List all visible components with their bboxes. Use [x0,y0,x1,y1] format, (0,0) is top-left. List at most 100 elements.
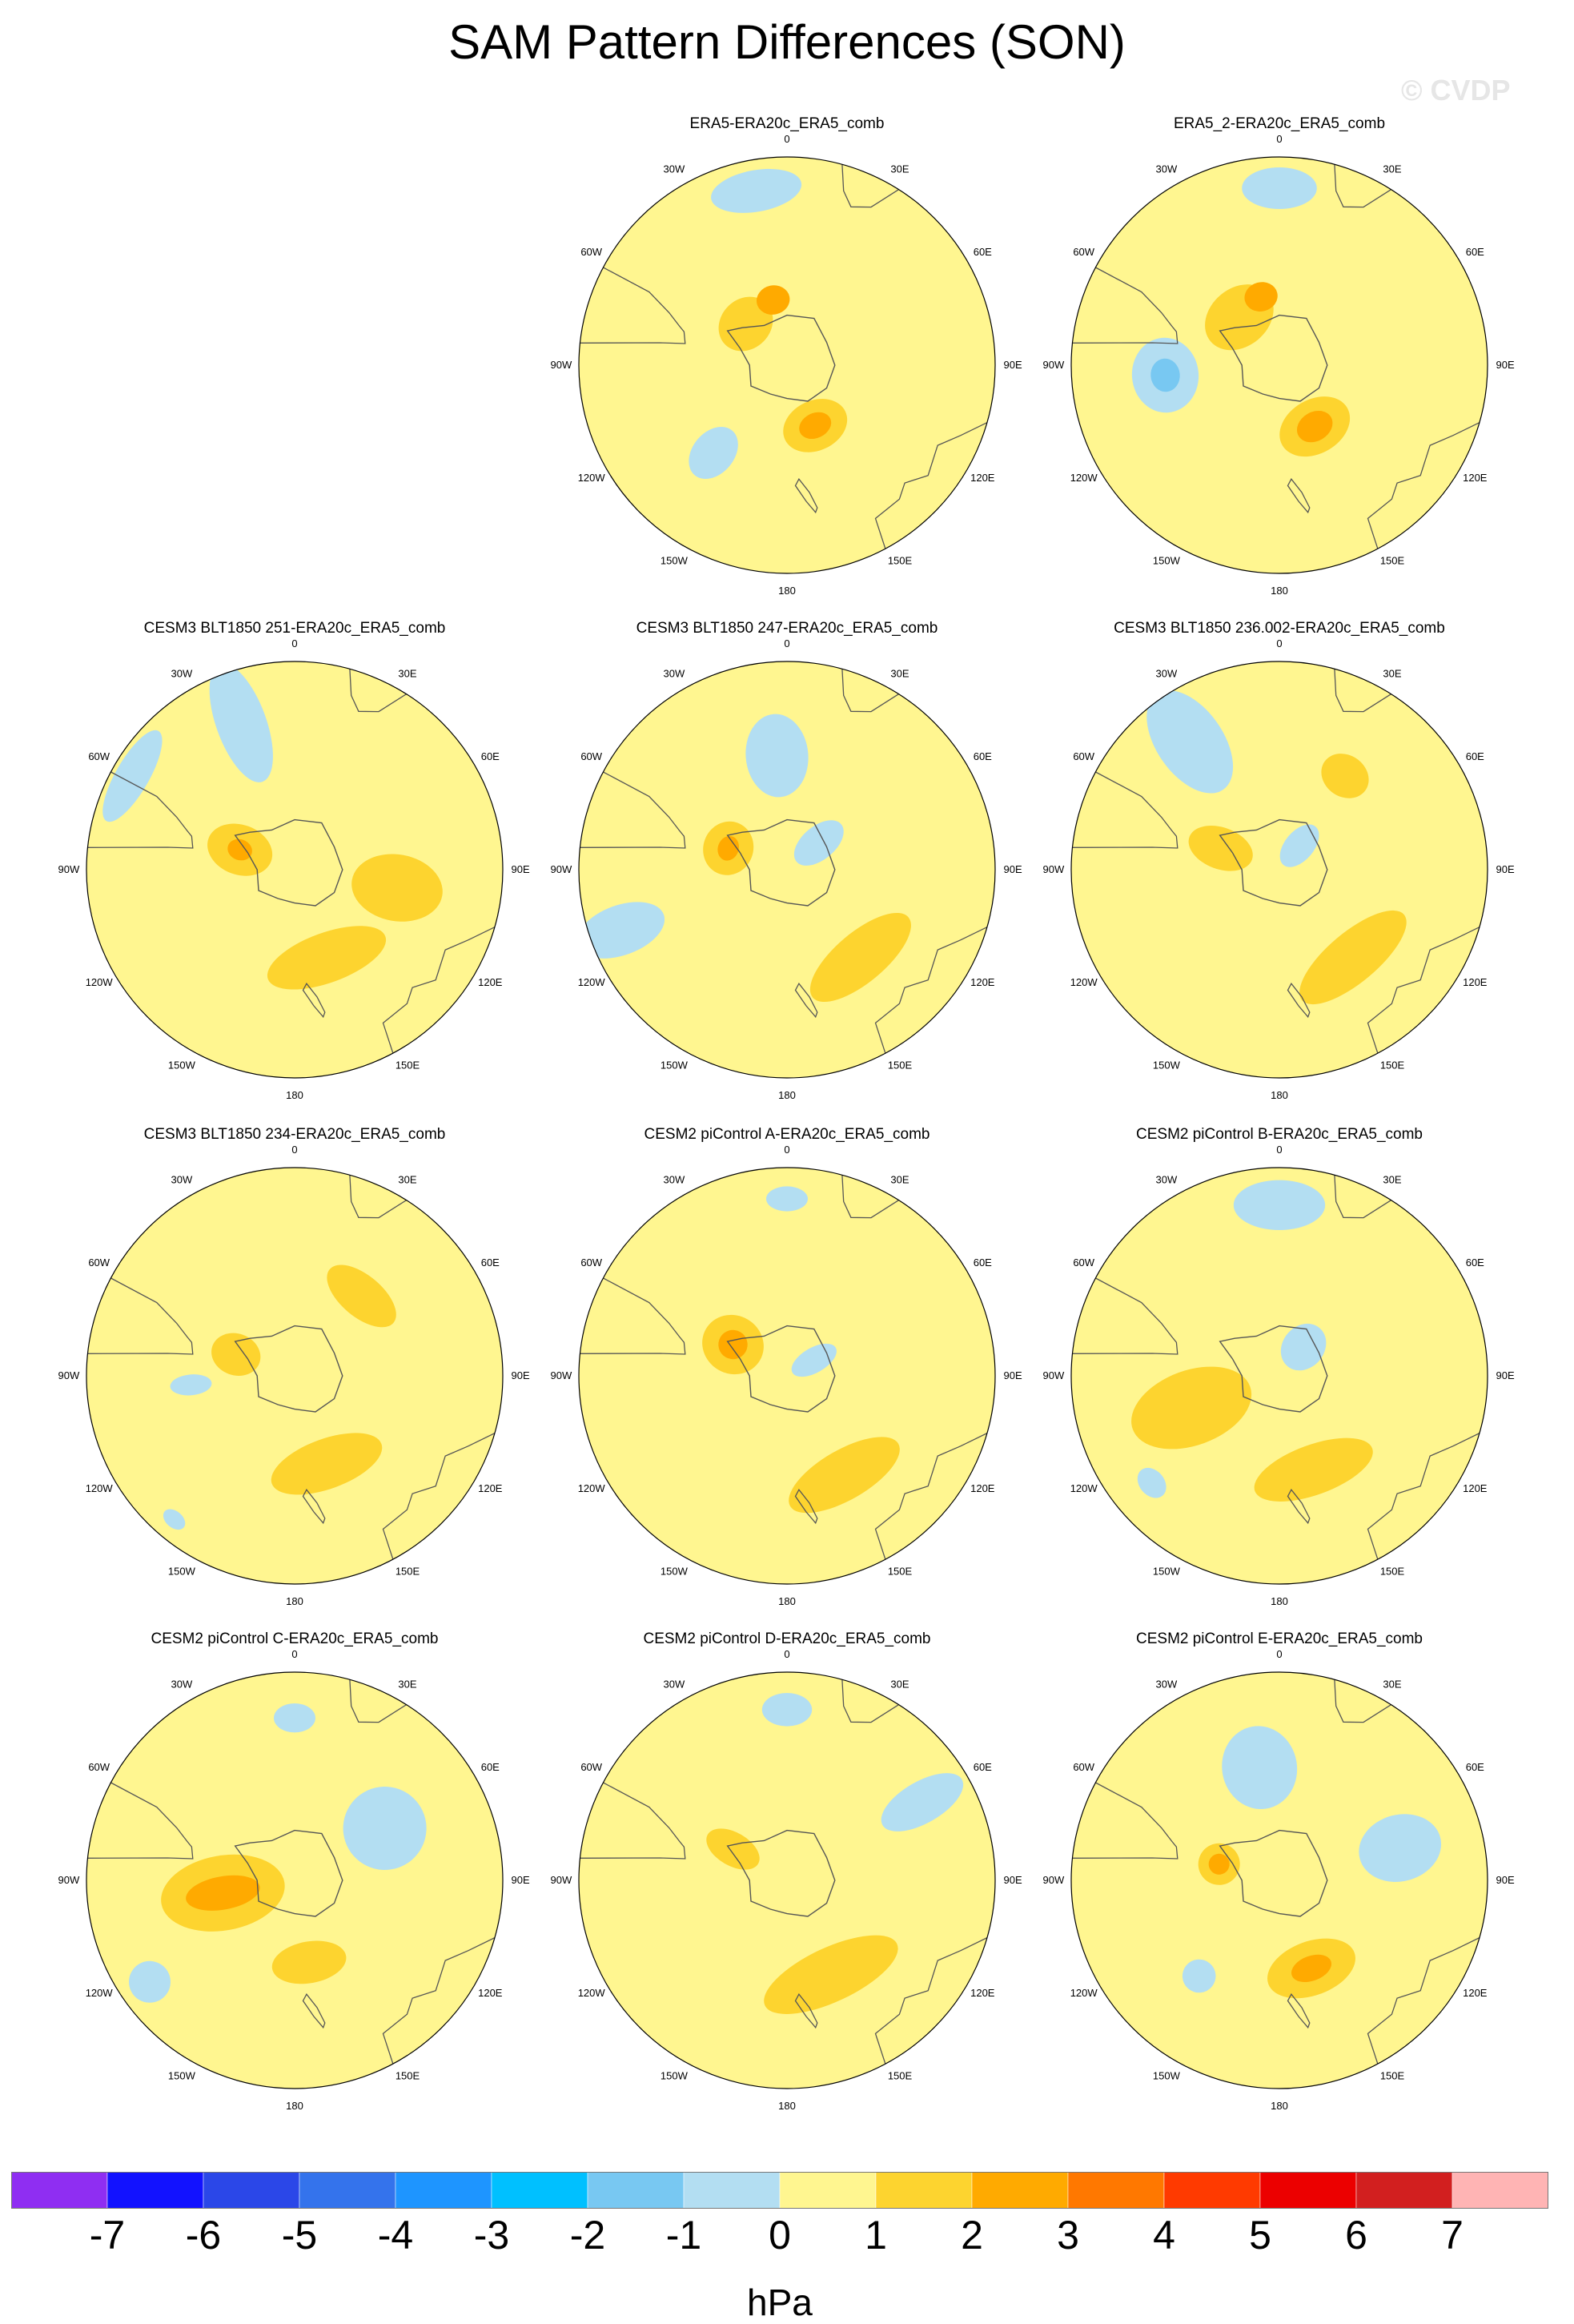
longitude-label: 180 [1271,585,1288,597]
negative-anomaly-contour [1233,1180,1326,1230]
longitude-label: 30W [171,1174,193,1186]
map-boundary [578,1167,996,1585]
longitude-label: 150E [1380,2069,1405,2081]
negative-anomaly-contour [793,820,844,866]
antarctica-coastline [1219,1829,1328,1917]
colorbar-swatch [875,2171,973,2209]
panel-title: CESM2 piControl E-ERA20c_ERA5_comb [1136,1630,1423,1647]
new-zealand-coastline [1287,478,1311,514]
longitude-label: 180 [286,1089,303,1101]
positive-anomaly-contour [1321,754,1369,798]
longitude-label: 90E [512,1874,530,1886]
longitude-label: 30W [664,163,685,175]
positive-anomaly-contour [717,835,740,861]
longitude-label: 150W [1153,1565,1181,1577]
colorbar-swatch [971,2171,1069,2209]
longitude-label: 180 [286,1595,303,1607]
longitude-label: 120E [1463,976,1488,988]
australia-coastline [1367,924,1485,1058]
longitude-label: 150W [1153,1059,1181,1071]
colorbar-tick-label: -7 [89,2213,126,2258]
antarctica-coastline [726,314,836,402]
negative-anomaly-contour [1137,1467,1166,1498]
negative-anomaly-contour [170,1374,212,1396]
map-boundary [578,661,996,1079]
antarctica-coastline [234,1829,343,1917]
australia-coastline [1367,420,1485,553]
polar-stereographic-map: 0 30E 60E 90E 120E 150E 180 150W 120W 90W 60W 30W [58,1144,530,1607]
longitude-label: 90E [1496,359,1515,371]
polar-stereographic-map: 0 30E 60E 90E 120E 150E 180 150W 120W 90W 60W 30W [1043,637,1515,1101]
map-boundary [1070,1167,1488,1585]
longitude-label: 0 [784,1648,789,1660]
australia-coastline [382,924,500,1058]
longitude-label: 150E [1380,554,1405,566]
negative-anomaly-contour [1146,690,1234,794]
south-america-coastline [579,1275,686,1355]
longitude-label: 150E [396,1059,420,1071]
australia-coastline [1367,1430,1485,1564]
negative-anomaly-contour [102,730,163,822]
longitude-label: 90W [551,863,572,875]
longitude-label: 120E [1463,472,1488,484]
longitude-label: 30W [1156,668,1178,680]
polar-stereographic-map: 0 30E 60E 90E 120E 150E 180 150W 120W 90W 60W 30W [551,1648,1022,2112]
background-field [86,661,503,1078]
background-field [1071,1168,1488,1584]
longitude-label: 30E [1383,1174,1401,1186]
africa-coastline [348,664,411,713]
new-zealand-coastline [1287,983,1311,1019]
longitude-label: 120W [578,1482,606,1494]
longitude-label: 120E [970,1987,995,1999]
longitude-label: 30W [171,1679,193,1691]
map-boundary [578,1671,996,2089]
longitude-label: 60W [88,1761,110,1773]
longitude-label: 120E [970,1482,995,1494]
positive-anomaly-contour [186,1875,260,1911]
longitude-label: 60E [1466,246,1484,258]
longitude-label: 30W [1156,1174,1178,1186]
polar-stereographic-map: 0 30E 60E 90E 120E 150E 180 150W 120W 90W 60W 30W [551,133,1022,597]
longitude-label: 30E [398,1679,416,1691]
positive-anomaly-contour [789,1437,900,1514]
longitude-label: 60W [88,1256,110,1269]
longitude-label: 150W [1153,2069,1181,2081]
longitude-label: 30E [890,1174,909,1186]
positive-anomaly-contour [327,1265,396,1328]
colorbar-tick-label: 6 [1345,2213,1367,2258]
colorbar-swatch [683,2171,781,2209]
new-zealand-coastline [794,478,818,514]
longitude-label: 0 [784,1144,789,1156]
background-field [1071,157,1488,573]
africa-coastline [1333,664,1395,713]
longitude-label: 90E [1496,1369,1515,1381]
africa-coastline [1333,1170,1395,1219]
colorbar-swatch [106,2171,204,2209]
longitude-label: 150E [1380,1565,1405,1577]
longitude-label: 60E [974,1256,992,1269]
colorbar-tick-label: -4 [377,2213,414,2258]
longitude-label: 30E [890,668,909,680]
polar-stereographic-map: 0 30E 60E 90E 120E 150E 180 150W 120W 90W 60W 30W [58,1648,530,2112]
longitude-label: 90W [1043,863,1065,875]
longitude-label: 150E [888,554,913,566]
map-boundary [86,661,504,1079]
polar-stereographic-map: 0 30E 60E 90E 120E 150E 180 150W 120W 90W 60W 30W [551,637,1022,1101]
south-america-coastline [579,769,686,849]
longitude-label: 0 [291,1648,297,1660]
longitude-label: 150W [168,2069,196,2081]
longitude-label: 60E [974,750,992,762]
polar-stereographic-map: 0 30E 60E 90E 120E 150E 180 150W 120W 90W 60W 30W [1043,1648,1515,2112]
colorbar-tick-label: -6 [185,2213,222,2258]
antarctica-coastline [726,818,836,907]
background-field [579,1168,995,1584]
positive-anomaly-contour [1131,1366,1252,1449]
negative-anomaly-contour [1280,1323,1327,1371]
negative-anomaly-contour [745,714,809,798]
longitude-label: 150E [1380,1059,1405,1071]
longitude-label: 30W [664,1679,685,1691]
positive-anomaly-contour [267,926,387,990]
panel-title: CESM2 piControl C-ERA20c_ERA5_comb [151,1630,439,1647]
longitude-label: 30E [1383,1679,1401,1691]
longitude-label: 120W [1070,1987,1098,1999]
